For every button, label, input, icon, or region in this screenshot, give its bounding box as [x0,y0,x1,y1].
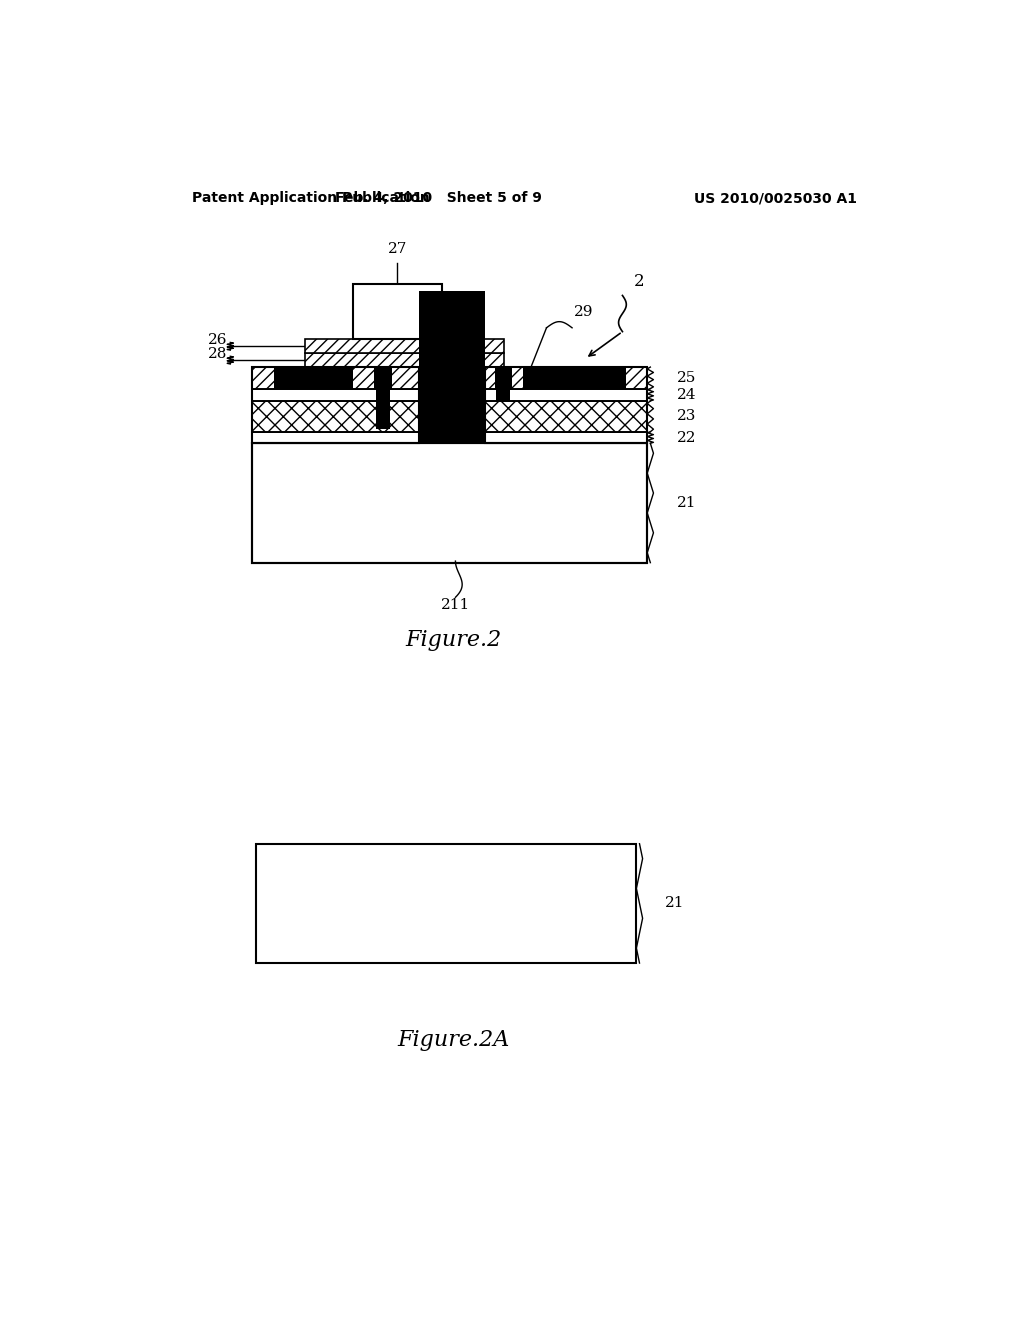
Bar [252,444,647,562]
Text: 27: 27 [388,243,407,256]
Text: 24: 24 [677,388,696,401]
Bar [419,290,484,367]
Bar [484,388,647,401]
Text: 29: 29 [573,305,593,319]
Text: 21: 21 [665,896,685,911]
Bar [419,323,484,444]
Bar [273,367,352,388]
Text: 25: 25 [677,371,696,385]
Bar [252,401,419,432]
Text: 23: 23 [677,409,696,424]
Text: Figure.2: Figure.2 [406,628,502,651]
Text: Feb. 4, 2010   Sheet 5 of 9: Feb. 4, 2010 Sheet 5 of 9 [335,191,542,206]
Text: 28: 28 [208,347,227,360]
Bar [252,444,647,562]
Bar [252,432,419,444]
Text: US 2010/0025030 A1: US 2010/0025030 A1 [693,191,857,206]
Bar [496,367,510,401]
Bar [352,284,442,339]
Bar [252,367,419,444]
Bar [376,367,390,429]
Text: 2: 2 [634,273,645,290]
Text: 21: 21 [677,496,696,510]
Bar [484,432,647,444]
Bar [419,367,484,444]
Bar [523,367,626,388]
Bar [375,367,391,388]
Bar [419,323,484,444]
Bar [252,367,419,388]
Bar [305,339,504,354]
Text: 26: 26 [208,333,227,347]
Bar [419,290,484,367]
Bar [484,367,647,388]
Text: Patent Application Publication: Patent Application Publication [193,191,430,206]
Text: 22: 22 [677,430,696,445]
Bar [495,367,512,388]
Bar [484,367,647,444]
Text: 211: 211 [440,598,470,612]
Bar [484,401,647,432]
Bar [252,388,419,401]
Bar [305,354,504,367]
Bar [256,843,636,964]
Text: Figure.2A: Figure.2A [397,1030,510,1051]
